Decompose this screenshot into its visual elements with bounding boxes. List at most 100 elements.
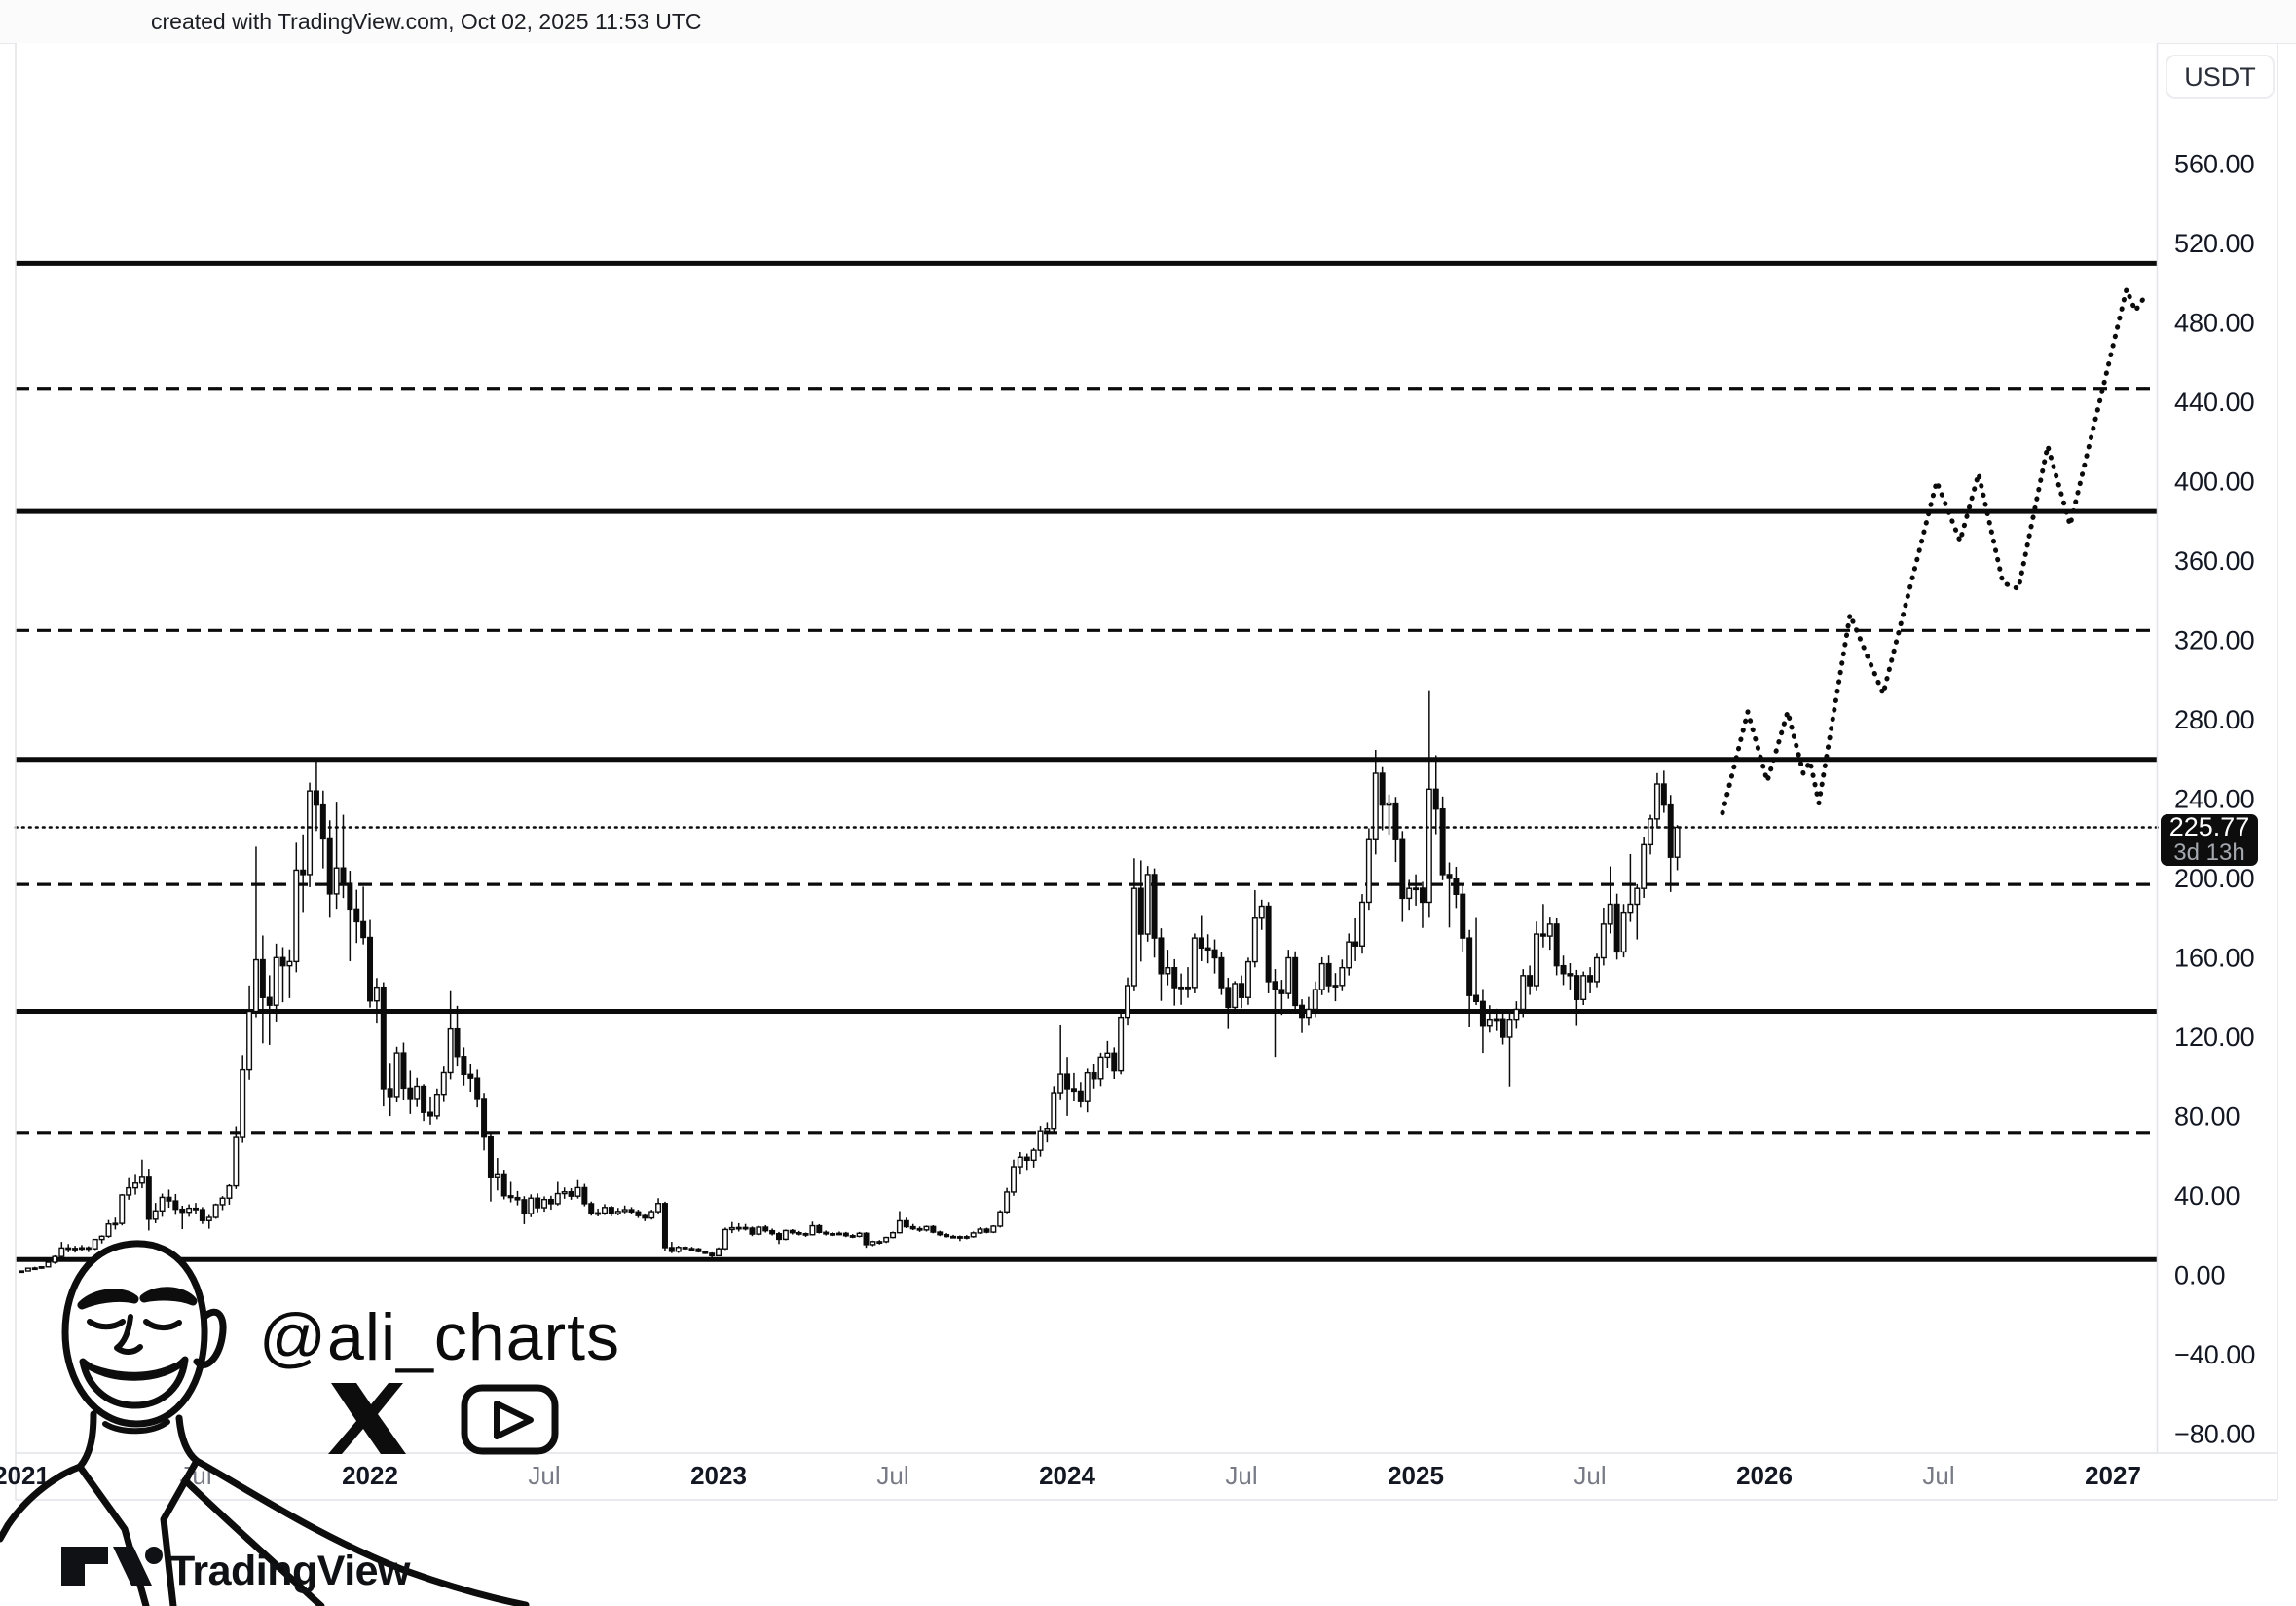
price-axis-label: 320.00	[2174, 626, 2255, 655]
candle-up	[1607, 903, 1613, 925]
candle-down	[1278, 989, 1285, 994]
time-axis-month-label: Jul	[876, 1461, 908, 1490]
candle-down	[702, 1251, 709, 1254]
time-axis-month-label: Jul	[528, 1461, 560, 1490]
candle-up	[219, 1197, 226, 1206]
candle-up	[1426, 788, 1432, 904]
price-axis[interactable]: 560.00 520.00 480.00 440.00 400.00 360.00 320.…	[2174, 150, 2255, 1449]
candle-down	[1064, 1073, 1071, 1090]
price-axis-label: 200.00	[2174, 864, 2255, 893]
candle-down	[695, 1248, 702, 1252]
candle-up	[447, 1027, 454, 1074]
candle-up	[24, 1267, 31, 1272]
candle-up	[1600, 923, 1607, 959]
candle-down	[1553, 923, 1560, 967]
x-twitter-icon[interactable]	[328, 1383, 406, 1454]
price-axis-label: 520.00	[2174, 229, 2255, 258]
candle-up	[233, 1136, 240, 1187]
candle-down	[789, 1229, 796, 1234]
candle-down	[1500, 1018, 1506, 1038]
candle-up	[333, 867, 340, 895]
candle-down	[1023, 1156, 1030, 1162]
candle-up	[307, 790, 314, 876]
candle-up	[541, 1198, 548, 1209]
candle-down	[421, 1085, 427, 1113]
candle-down	[1070, 1088, 1077, 1093]
candle-down	[776, 1233, 783, 1241]
candle-up	[414, 1085, 421, 1100]
candle-down	[1473, 994, 1480, 1003]
time-axis-month-label: Jul	[1574, 1461, 1606, 1490]
candle-up	[963, 1236, 970, 1239]
avatar-shoulder-left	[0, 1463, 84, 1543]
candle-up	[1506, 1018, 1513, 1038]
candle-up	[554, 1192, 561, 1205]
tradingview-logo[interactable]: TradingView	[61, 1547, 412, 1594]
candle-up	[830, 1233, 836, 1236]
candle-up	[1386, 802, 1392, 806]
candle-down	[849, 1235, 856, 1238]
candle-down	[199, 1209, 205, 1221]
candle-up	[1084, 1071, 1091, 1102]
candle-down	[1239, 983, 1245, 998]
candle-up	[601, 1207, 608, 1214]
candle-down	[1446, 874, 1453, 879]
candle-down	[1091, 1071, 1097, 1080]
price-axis-label: 40.00	[2174, 1181, 2240, 1211]
price-axis-label: −40.00	[2174, 1340, 2255, 1369]
candle-down	[930, 1225, 937, 1233]
currency-toggle-button[interactable]: USDT	[2166, 55, 2275, 99]
candle-down	[474, 1077, 481, 1100]
candle-down	[1272, 981, 1278, 990]
candle-down	[400, 1052, 407, 1090]
candle-down	[1218, 956, 1225, 989]
avatar-teeth-line	[91, 1363, 178, 1377]
candle-up	[240, 1068, 246, 1138]
candle-down	[628, 1209, 635, 1213]
candle-down	[1660, 783, 1667, 806]
candle-up	[675, 1247, 682, 1252]
candle-down	[1184, 986, 1191, 990]
candle-up	[78, 1247, 85, 1251]
candle-up	[1010, 1166, 1017, 1193]
plot-area[interactable]	[16, 43, 2157, 1453]
candle-up	[52, 1255, 58, 1263]
candle-down	[481, 1098, 488, 1138]
candle-up	[1030, 1149, 1037, 1162]
time-axis-year-label: 2025	[1388, 1461, 1444, 1490]
candle-down	[521, 1199, 528, 1214]
candle-up	[782, 1229, 789, 1241]
candle-up	[92, 1238, 98, 1250]
price-axis-label: 280.00	[2174, 705, 2255, 734]
candle-up	[1285, 956, 1292, 994]
candle-up	[1057, 1073, 1064, 1094]
candle-down	[507, 1195, 514, 1199]
candle-up	[1258, 905, 1265, 919]
candle-down	[367, 936, 374, 1002]
candle-up	[252, 958, 259, 1013]
badge-price: 225.77	[2169, 812, 2250, 841]
candle-down	[1151, 874, 1158, 939]
youtube-icon[interactable]	[461, 1384, 559, 1455]
candle-down	[742, 1226, 749, 1230]
candle-down	[500, 1173, 507, 1197]
candle-down	[380, 986, 387, 1090]
candle-up	[72, 1248, 79, 1251]
candle-up	[648, 1211, 655, 1219]
candle-up	[1044, 1128, 1051, 1132]
candle-down	[863, 1232, 870, 1246]
time-axis[interactable]: 2021 Jul 2022 Jul 2023 Jul 2024 Jul 2025 Jul 2026 J…	[0, 1461, 2141, 1490]
candle-down	[762, 1226, 769, 1232]
top-strip: created with TradingView.com, Oct 02, 20…	[0, 0, 2296, 44]
candle-up	[970, 1232, 977, 1238]
price-axis-label: 400.00	[2174, 467, 2255, 497]
price-axis-label: −80.00	[2174, 1420, 2255, 1449]
candle-up	[1520, 975, 1527, 1011]
candle-down	[65, 1247, 72, 1251]
candle-down	[360, 920, 367, 939]
avatar-eye-right	[143, 1319, 182, 1331]
candle-down	[668, 1247, 675, 1252]
